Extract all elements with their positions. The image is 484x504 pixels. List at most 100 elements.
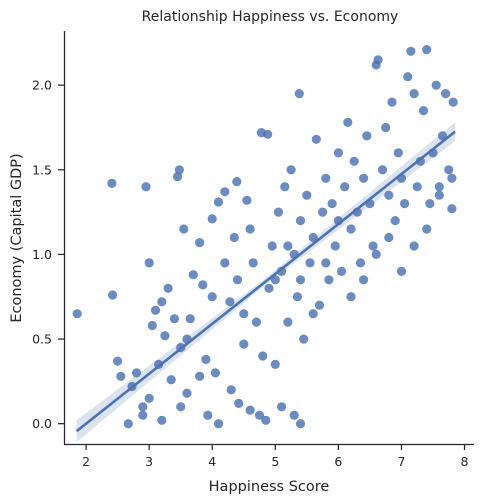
data-point-114 (295, 419, 306, 429)
data-point-54 (294, 89, 304, 99)
data-point-90 (406, 46, 416, 56)
data-point-103 (447, 204, 457, 214)
data-point-8 (141, 182, 151, 192)
data-point-129 (321, 258, 331, 268)
data-point-15 (163, 283, 173, 293)
data-point-75 (359, 173, 369, 183)
y-axis-ticks: 0.0 0.5 1.0 1.5 2.0 (32, 78, 64, 431)
data-point-10 (147, 320, 157, 331)
data-point-113 (289, 410, 299, 420)
data-point-57 (302, 190, 312, 200)
data-point-44 (264, 283, 274, 293)
data-point-76 (362, 131, 372, 141)
data-point-49 (280, 182, 290, 192)
data-point-21 (182, 388, 192, 398)
data-point-30 (210, 368, 220, 378)
data-point-71 (346, 224, 356, 234)
x-tick-label-8: 8 (461, 454, 469, 469)
data-point-132 (359, 275, 369, 285)
data-point-91 (409, 89, 419, 99)
data-point-60 (311, 134, 321, 144)
data-point-116 (138, 410, 148, 420)
data-point-33 (229, 232, 239, 243)
data-point-138 (434, 190, 444, 200)
data-point-139 (447, 173, 457, 183)
x-tick-label-5: 5 (271, 454, 279, 469)
data-point-125 (270, 275, 280, 285)
data-point-56 (299, 334, 309, 344)
data-point-25 (198, 280, 208, 290)
x-tick-label-6: 6 (334, 454, 342, 469)
data-point-6 (131, 368, 142, 378)
data-point-46 (270, 359, 280, 369)
data-point-0 (72, 309, 82, 319)
data-point-78 (368, 241, 378, 251)
data-point-55 (295, 216, 306, 226)
data-point-63 (321, 173, 331, 183)
data-point-107 (195, 371, 205, 381)
x-axis-ticks: 2 3 4 5 6 7 8 (82, 444, 469, 469)
data-point-38 (245, 224, 255, 234)
data-point-22 (185, 314, 195, 324)
data-point-123 (239, 309, 249, 319)
data-point-105 (157, 415, 167, 425)
data-point-37 (242, 195, 252, 205)
data-point-65 (327, 199, 337, 209)
data-point-124 (258, 351, 268, 361)
data-point-68 (336, 266, 347, 276)
data-point-115 (123, 419, 133, 429)
data-point-134 (384, 232, 394, 243)
regression-line-layer (75, 130, 456, 433)
x-tick-label-2: 2 (82, 454, 90, 469)
regression-line (75, 130, 456, 433)
data-point-16 (166, 375, 176, 385)
data-point-117 (144, 393, 154, 403)
data-point-20 (179, 224, 189, 234)
data-point-62 (318, 207, 328, 217)
y-tick-label-3: 1.5 (32, 162, 52, 177)
data-point-50 (283, 317, 293, 327)
data-point-9 (144, 258, 154, 268)
data-point-94 (418, 106, 429, 116)
x-tick-label-7: 7 (397, 454, 405, 469)
y-tick-label-1: 0.5 (32, 332, 52, 347)
data-point-136 (409, 241, 419, 251)
data-point-31 (220, 187, 230, 197)
data-point-83 (384, 190, 394, 200)
data-point-127 (295, 275, 306, 285)
data-point-58 (305, 258, 315, 268)
y-tick-label-0: 0.0 (32, 416, 52, 431)
data-point-13 (157, 297, 167, 307)
data-point-64 (324, 275, 334, 285)
data-point-120 (207, 292, 217, 302)
data-point-131 (346, 292, 356, 302)
data-point-27 (203, 410, 213, 420)
data-point-89 (403, 72, 413, 82)
data-point-72 (349, 156, 359, 166)
chart-title: Relationship Happiness vs. Economy (142, 9, 399, 25)
data-point-110 (245, 405, 255, 415)
data-point-66 (330, 241, 340, 251)
data-points (72, 45, 458, 429)
data-point-137 (422, 224, 432, 234)
data-point-108 (213, 419, 224, 429)
plot-area (72, 45, 458, 442)
data-point-41 (254, 410, 265, 420)
y-tick-label-4: 2.0 (32, 78, 52, 93)
data-point-126 (283, 241, 293, 251)
data-point-86 (393, 148, 403, 158)
data-point-102 (444, 165, 454, 175)
data-point-121 (220, 258, 230, 268)
data-point-59 (308, 232, 318, 243)
data-point-32 (225, 297, 235, 307)
data-point-29 (213, 197, 224, 207)
data-point-122 (232, 275, 243, 285)
data-point-35 (234, 398, 244, 408)
data-point-34 (232, 177, 242, 187)
data-point-98 (431, 80, 441, 90)
data-point-92 (412, 182, 422, 192)
data-point-99 (434, 182, 444, 192)
data-point-118 (169, 314, 179, 324)
data-point-111 (261, 415, 271, 425)
